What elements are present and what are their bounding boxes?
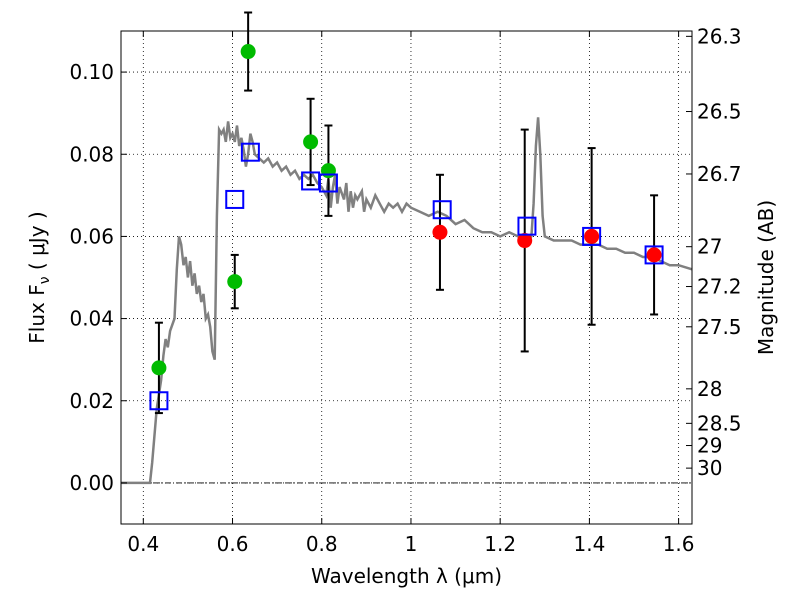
data-point (584, 228, 600, 244)
model-point (149, 391, 169, 411)
data-point (227, 274, 243, 290)
plot-frame (120, 30, 693, 525)
data-point (517, 233, 533, 249)
model-point (240, 142, 260, 162)
y2-tick-label: 26.5 (697, 100, 742, 124)
data-point (240, 44, 256, 60)
y2-tick-label: 29 (697, 434, 722, 458)
y-tick-label: 0.10 (69, 60, 114, 84)
model-point (517, 216, 537, 236)
model-point (644, 245, 664, 265)
x-tick-label: 1.2 (484, 532, 516, 556)
model-point (318, 173, 338, 193)
data-point (151, 360, 167, 376)
model-point (225, 189, 245, 209)
y-tick-label: 0.08 (69, 142, 114, 166)
y2-tick-label: 27 (697, 235, 722, 259)
y2-tick-label: 27.2 (697, 275, 742, 299)
model-point (582, 226, 602, 246)
y-tick-label: 0.04 (69, 307, 114, 331)
data-point (303, 134, 319, 150)
model-point (432, 200, 452, 220)
y2-tick-label: 28.5 (697, 411, 742, 435)
data-point (320, 163, 336, 179)
y2-axis-label: Magnitude (AB) (754, 200, 778, 355)
y-tick-label: 0.00 (69, 471, 114, 495)
x-tick-label: 0.8 (306, 532, 338, 556)
y-tick-label: 0.02 (69, 389, 114, 413)
model-spectrum-line (121, 117, 693, 485)
y-axis-left: 0.00 0.02 0.04 0.06 0.08 0.10 (69, 60, 127, 495)
x-tick-label: 0.4 (127, 532, 159, 556)
y-tick-label: 0.06 (69, 224, 114, 248)
data-point (432, 224, 448, 240)
y2-tick-label: 28 (697, 377, 722, 401)
data-point (646, 247, 662, 263)
plot-area (121, 11, 693, 485)
y2-tick-label: 26.7 (697, 162, 742, 186)
y2-tick-label: 27.5 (697, 315, 742, 339)
x-tick-label: 0.6 (217, 532, 249, 556)
x-axis: 0.4 0.6 0.8 1 1.2 1.4 1.6 (127, 31, 695, 556)
x-tick-label: 1.6 (663, 532, 695, 556)
y2-tick-label: 26.3 (697, 24, 742, 48)
y2-tick-label: 30 (697, 456, 722, 480)
x-axis-label: Wavelength λ (μm) (311, 564, 502, 588)
x-tick-label: 1 (405, 532, 418, 556)
grid-lines (121, 31, 692, 524)
y-axis-label: Flux Fν ( μJy ) (25, 211, 53, 343)
x-tick-label: 1.4 (573, 532, 605, 556)
